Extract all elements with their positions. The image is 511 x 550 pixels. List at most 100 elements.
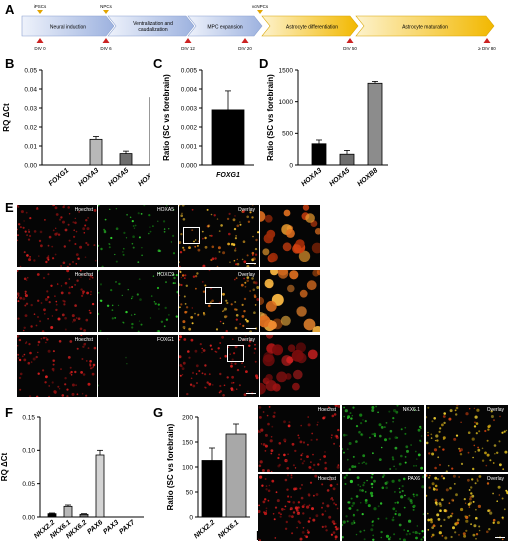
e-row2-hoechst-label: Hoechst <box>74 272 93 278</box>
y-axis-label: RQ ΔCt <box>0 452 9 481</box>
stage-label-4: Astrocyte differentiation <box>286 25 338 31</box>
e-row1-hoxa5: HOXA5 <box>98 205 178 267</box>
y-tick-label: 1500 <box>279 67 294 74</box>
day-label-12: DIV 12 <box>181 46 195 51</box>
day-label-6: DIV 6 <box>100 46 112 51</box>
day-label-20: DIV 20 <box>238 46 252 51</box>
bar-hoxa5 <box>339 153 355 166</box>
e-row2-zoom-box <box>205 287 222 304</box>
marker-vcnpcs-triangle <box>257 10 263 14</box>
y-tick-label: 0.01 <box>24 143 37 150</box>
e-row2-hoxc9-label: HOXC9 <box>156 272 174 278</box>
h-row1-nkx61-label: NKX6.1 <box>402 407 420 413</box>
y-tick-label: 100 <box>182 464 193 471</box>
h-row1-overlay-label: Overlay <box>486 407 504 413</box>
bar-nkx22 <box>201 460 223 518</box>
e-row3-hoechst-label: Hoechst <box>74 337 93 343</box>
stage-arrow-2 <box>107 15 195 37</box>
cell-texture <box>342 474 424 541</box>
y-tick-label: 0.005 <box>181 67 198 74</box>
bar-nkx62 <box>79 513 89 518</box>
panel-label-f: F <box>5 405 13 420</box>
panel-h-grid: Hoechst NKX6.1 Overlay Hoechst PAX6 Over… <box>258 405 508 545</box>
y-tick-label: 0.05 <box>22 481 35 488</box>
x-tick-label: FOXG1 <box>48 167 71 188</box>
stage-label-5: Astrocyte maturation <box>402 25 448 31</box>
e-row3-hoechst: Hoechst <box>17 335 97 397</box>
panel-e-grid: Hoechst HOXA5 Overlay Hoechst HOXC9 Over… <box>17 205 320 400</box>
y-tick-label: 0.10 <box>22 448 35 455</box>
cell-texture <box>258 474 340 541</box>
y-tick-label: 0 <box>289 162 293 169</box>
h-row1-overlay: Overlay <box>426 405 508 472</box>
e-row2-hoechst: Hoechst <box>17 270 97 332</box>
stage-label-2b: caudalization <box>138 27 167 33</box>
stage-label-1: Neural induction <box>50 25 86 31</box>
x-tick-label: HOXA3 <box>300 167 323 188</box>
y-tick-label: 0.002 <box>181 124 198 131</box>
e-row1-hoechst: Hoechst <box>17 205 97 267</box>
e-row2-hoxc9: HOXC9 <box>98 270 178 332</box>
cell-texture <box>17 205 97 267</box>
bar-pax6 <box>95 454 105 518</box>
day-marker-20 <box>241 38 249 43</box>
cell-texture <box>426 405 508 472</box>
chart-d: 0 500 1000 1500 Ratio (SC vs forebrain) HOXA3… <box>266 67 388 188</box>
h-row2-hoechst-label: Hoechst <box>317 476 336 482</box>
y-tick-label: 200 <box>182 414 193 421</box>
y-tick-label: 0.004 <box>181 86 198 93</box>
e-row2-overlay: Overlay <box>179 270 259 332</box>
cell-texture <box>260 270 320 332</box>
stage-label-2a: Ventralization and <box>133 21 173 27</box>
h-row1-nkx61: NKX6.1 <box>342 405 424 472</box>
stage-arrow-4 <box>261 15 359 37</box>
e-row1-overlay-label: Overlay <box>237 207 255 213</box>
cell-texture <box>98 205 176 267</box>
x-tick-label: HOXB8 <box>137 167 150 188</box>
scale-bar <box>246 392 256 394</box>
y-axis-label: Ratio (SC vs forebrain) <box>266 74 275 161</box>
e-row3-zoom-box <box>227 345 244 362</box>
bar-foxg1 <box>211 109 245 166</box>
marker-vcnpcs-label: vcNPCs <box>252 4 269 9</box>
e-row1-overlay: Overlay <box>179 205 259 267</box>
e-row3-foxg1: FOXG1 <box>98 335 178 397</box>
day-label-50: DIV 50 <box>343 46 357 51</box>
marker-ipscs-label: iPSCs <box>34 4 47 9</box>
marker-npcs-label: NPCs <box>100 4 113 9</box>
stage-arrow-3 <box>187 15 263 37</box>
cell-texture <box>179 270 259 332</box>
cell-texture <box>342 405 423 471</box>
y-tick-label: 0.04 <box>24 86 37 93</box>
panel-label-e: E <box>5 200 14 215</box>
cell-texture <box>17 270 95 332</box>
h-row2-overlay-label: Overlay <box>486 476 504 482</box>
scale-bar <box>246 262 256 264</box>
e-row3-overlay-label: Overlay <box>237 337 255 343</box>
e-row2-overlay-label: Overlay <box>237 272 255 278</box>
x-tick-label: FOXG1 <box>216 172 240 179</box>
x-tick-label: HOXB8 <box>356 167 379 188</box>
y-tick-label: 0.000 <box>181 162 198 169</box>
y-tick-label: 0.00 <box>22 514 35 521</box>
e-row3-foxg1-label: FOXG1 <box>157 337 174 343</box>
y-axis-label: RQ ΔCt <box>2 103 11 132</box>
day-marker-50 <box>346 38 354 43</box>
bar-nkx22 <box>47 513 57 518</box>
stage-arrow-1 <box>21 15 115 37</box>
x-tick-label: NKX6.1 <box>217 519 240 540</box>
stage-arrow-5 <box>355 15 495 37</box>
x-tick-label: PAX6 <box>86 519 104 536</box>
marker-npcs-triangle <box>103 10 109 14</box>
cell-texture <box>260 205 320 263</box>
scale-bar <box>495 536 505 538</box>
x-tick-label: PAX3 <box>102 519 120 536</box>
y-tick-label: 50 <box>186 489 194 496</box>
y-tick-label: 500 <box>282 131 293 138</box>
bar-nkx61 <box>63 505 73 518</box>
h-row2-pax6-label: PAX6 <box>407 476 420 482</box>
day-marker-0 <box>36 38 44 43</box>
stage-label-3: MPC expansion <box>207 25 243 31</box>
y-tick-label: 0.00 <box>24 162 37 169</box>
